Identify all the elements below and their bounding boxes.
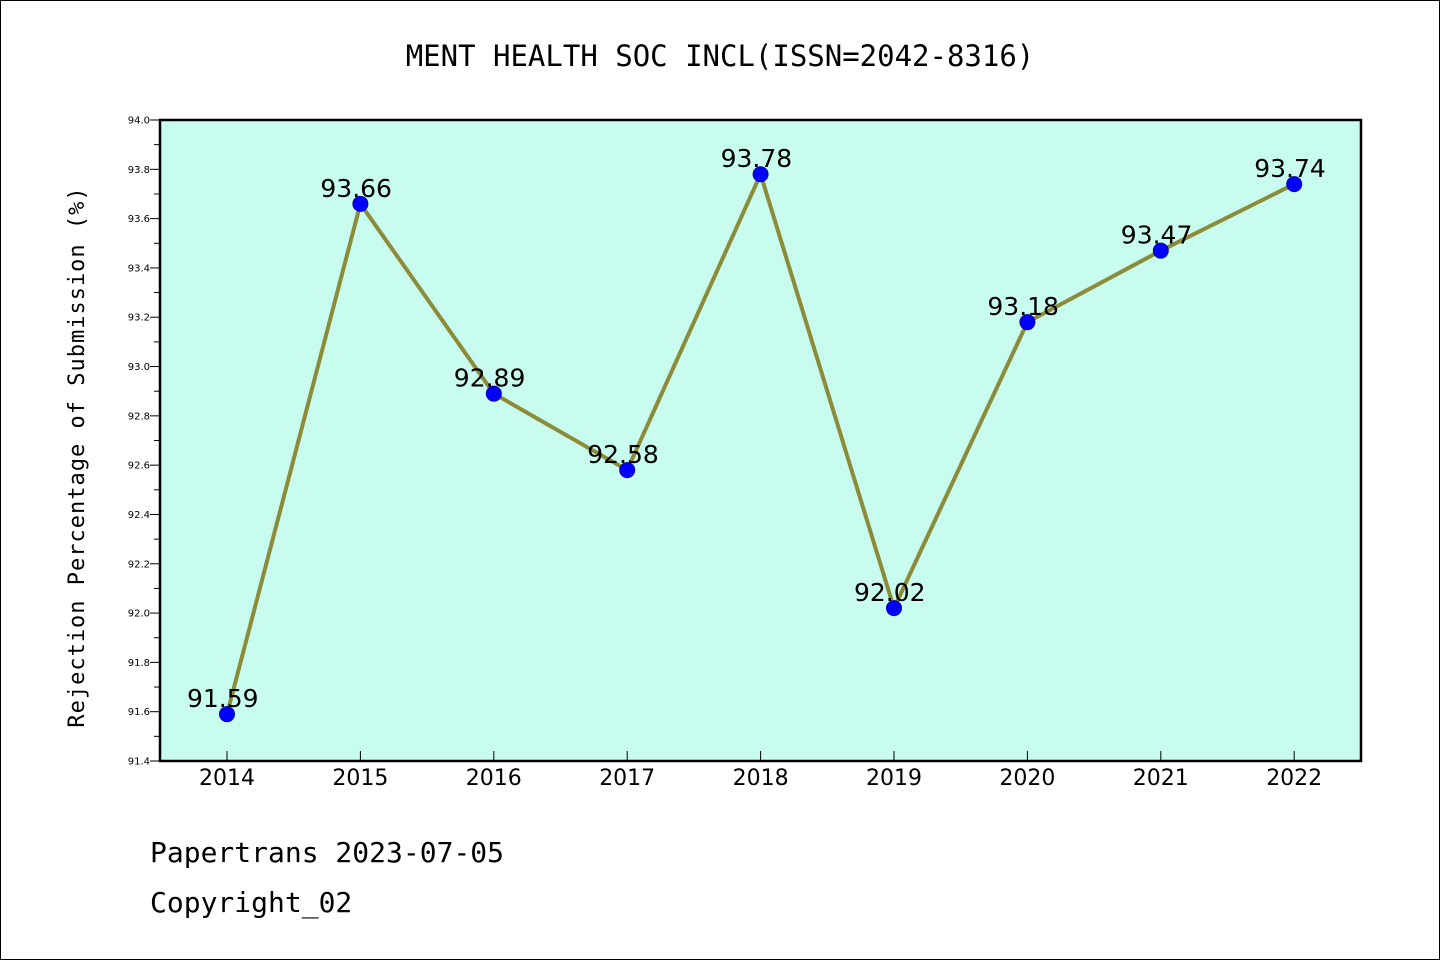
y-tick-label: 92.8 bbox=[128, 411, 150, 422]
y-axis: 91.4 91.6 91.8 92.0 92.2 92.4 92.6 92.8 93.0 93.2… bbox=[128, 116, 160, 768]
x-tick-label: 2020 bbox=[999, 766, 1055, 791]
data-point bbox=[1286, 176, 1303, 193]
y-tick-label: 92.6 bbox=[128, 461, 150, 472]
x-tick-label: 2018 bbox=[733, 766, 789, 791]
y-tick-label: 91.4 bbox=[128, 757, 150, 768]
x-tick-label: 2017 bbox=[599, 766, 655, 791]
data-label: 91.59 bbox=[187, 684, 259, 713]
data-label: 93.47 bbox=[1121, 221, 1193, 250]
data-point bbox=[886, 600, 902, 617]
data-point bbox=[619, 462, 636, 479]
y-tick-label: 93.6 bbox=[128, 214, 150, 225]
x-tick-label: 2021 bbox=[1133, 766, 1189, 791]
y-tick-label: 93.4 bbox=[128, 263, 150, 274]
data-label: 92.02 bbox=[854, 578, 926, 607]
y-tick-label: 93.0 bbox=[128, 362, 150, 373]
data-point bbox=[352, 195, 369, 212]
x-tick-label: 2015 bbox=[332, 766, 388, 791]
y-tick-label: 91.6 bbox=[128, 707, 150, 718]
chart-title: MENT HEALTH SOC INCL(ISSN=2042-8316) bbox=[406, 39, 1035, 73]
data-point bbox=[1019, 314, 1036, 331]
data-point bbox=[219, 706, 235, 723]
data-labels: 91.59 93.66 92.89 92.58 93.78 92.02 93.18 93.47… bbox=[187, 144, 1326, 713]
data-label: 93.66 bbox=[320, 174, 392, 203]
data-label: 92.89 bbox=[454, 364, 526, 393]
x-tick-label: 2019 bbox=[866, 766, 922, 791]
y-tick-label: 92.2 bbox=[128, 559, 150, 570]
data-point bbox=[485, 385, 502, 402]
x-axis: 2014 2015 2016 2017 2018 2019 2020 2021 2022 bbox=[199, 751, 1322, 791]
data-label: 92.58 bbox=[587, 440, 659, 469]
x-tick-label: 2022 bbox=[1266, 766, 1322, 791]
data-point bbox=[1152, 242, 1169, 259]
data-label: 93.78 bbox=[721, 144, 793, 173]
footer-date: Papertrans 2023-07-05 bbox=[150, 836, 505, 869]
y-tick-label: 94.0 bbox=[128, 116, 150, 127]
data-markers bbox=[219, 166, 1303, 723]
y-tick-label: 92.0 bbox=[128, 609, 150, 620]
x-tick-label: 2014 bbox=[199, 766, 255, 791]
x-tick-label: 2016 bbox=[466, 766, 522, 791]
footer-copyright: Copyright_02 bbox=[150, 886, 353, 919]
y-tick-label: 93.2 bbox=[128, 313, 150, 324]
data-label: 93.18 bbox=[987, 292, 1059, 321]
data-point bbox=[752, 166, 769, 183]
y-tick-label: 92.4 bbox=[128, 510, 150, 521]
y-tick-label: 91.8 bbox=[128, 658, 150, 669]
y-tick-label: 93.8 bbox=[128, 165, 150, 176]
data-label: 93.74 bbox=[1254, 154, 1326, 183]
y-axis-label: Rejection Percentage of Submission (%) bbox=[65, 186, 90, 727]
plot-area bbox=[158, 118, 1363, 763]
